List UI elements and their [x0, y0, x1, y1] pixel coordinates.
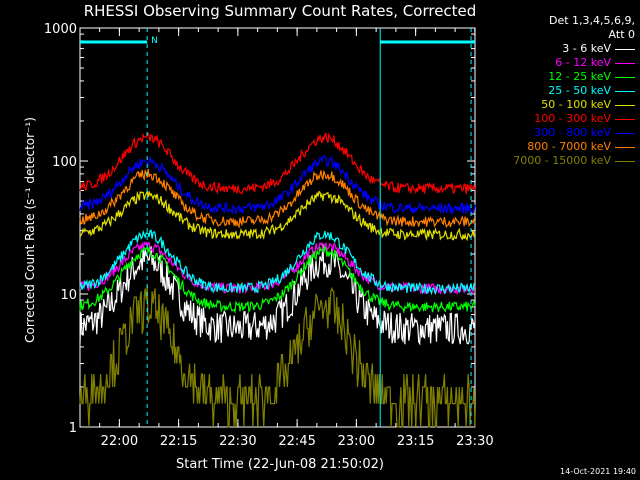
legend-swatch: [615, 160, 635, 162]
series-line: [79, 229, 476, 296]
legend-item: 100 - 300 keV: [470, 112, 635, 126]
series-line: [79, 245, 476, 314]
series-layer: [79, 131, 476, 428]
legend-item: 6 - 12 keV: [470, 56, 635, 70]
legend: Det 1,3,4,5,6,9, Att 0 3 - 6 keV 6 - 12 k…: [470, 14, 635, 168]
series-line: [79, 168, 476, 229]
chart-title: RHESSI Observing Summary Count Rates, Co…: [84, 2, 477, 20]
series-line: [79, 285, 476, 428]
x-tick-label: 22:15: [160, 434, 197, 449]
x-tick-label: 23:00: [338, 434, 375, 449]
series-line: [79, 155, 476, 216]
series-line: [79, 131, 476, 195]
legend-swatch: [615, 90, 635, 92]
legend-swatch: [615, 132, 635, 134]
series-line: [79, 243, 476, 346]
y-tick-label: 100: [52, 155, 77, 170]
x-tick-label: 23:30: [456, 434, 493, 449]
x-axis-label: Start Time (22-Jun-08 21:50:02): [176, 457, 384, 472]
legend-swatch: [615, 62, 635, 64]
legend-item: 12 - 25 keV: [470, 70, 635, 84]
legend-swatch: [615, 76, 635, 78]
legend-item-label: 100 - 300 keV: [534, 112, 611, 125]
legend-item: 25 - 50 keV: [470, 84, 635, 98]
legend-swatch: [615, 118, 635, 120]
y-tick-label: 1000: [44, 22, 77, 37]
legend-header-2: Att 0: [608, 28, 635, 41]
legend-item-label: 6 - 12 keV: [555, 56, 611, 69]
y-axis-label: Corrected Count Rate (s⁻¹ detector⁻¹): [23, 117, 37, 343]
legend-swatch: [615, 104, 635, 106]
series-line: [79, 189, 476, 242]
legend-item-label: 50 - 100 keV: [541, 98, 611, 111]
x-tick-label: 22:45: [278, 434, 315, 449]
legend-item: 3 - 6 keV: [470, 42, 635, 56]
legend-item-label: 3 - 6 keV: [562, 42, 611, 55]
legend-item: 7000 - 15000 keV: [470, 154, 635, 168]
legend-header-1: Det 1,3,4,5,6,9,: [548, 14, 635, 27]
annotation-layer: N: [80, 28, 475, 427]
legend-item: 50 - 100 keV: [470, 98, 635, 112]
x-tick-label: 22:00: [101, 434, 138, 449]
legend-item-label: 300 - 800 keV: [534, 126, 611, 139]
plot-frame: 1 10 100 1000 22:00 22:15 22:30 22:45 23:00 23:15…: [44, 22, 494, 449]
legend-swatch: [615, 48, 635, 50]
legend-item-label: 12 - 25 keV: [548, 70, 611, 83]
legend-swatch: [615, 146, 635, 148]
legend-item: 300 - 800 keV: [470, 126, 635, 140]
y-tick-label: 10: [60, 288, 77, 303]
flag-label: N: [151, 36, 158, 46]
legend-item: 800 - 7000 keV: [470, 140, 635, 154]
x-tick-label: 23:15: [397, 434, 434, 449]
y-tick-label: 1: [69, 421, 77, 436]
legend-item-label: 7000 - 15000 keV: [513, 154, 611, 167]
timestamp: 14-Oct-2021 19:40: [560, 467, 636, 476]
x-tick-label: 22:30: [219, 434, 256, 449]
legend-item-label: 25 - 50 keV: [548, 84, 611, 97]
legend-item-label: 800 - 7000 keV: [527, 140, 611, 153]
